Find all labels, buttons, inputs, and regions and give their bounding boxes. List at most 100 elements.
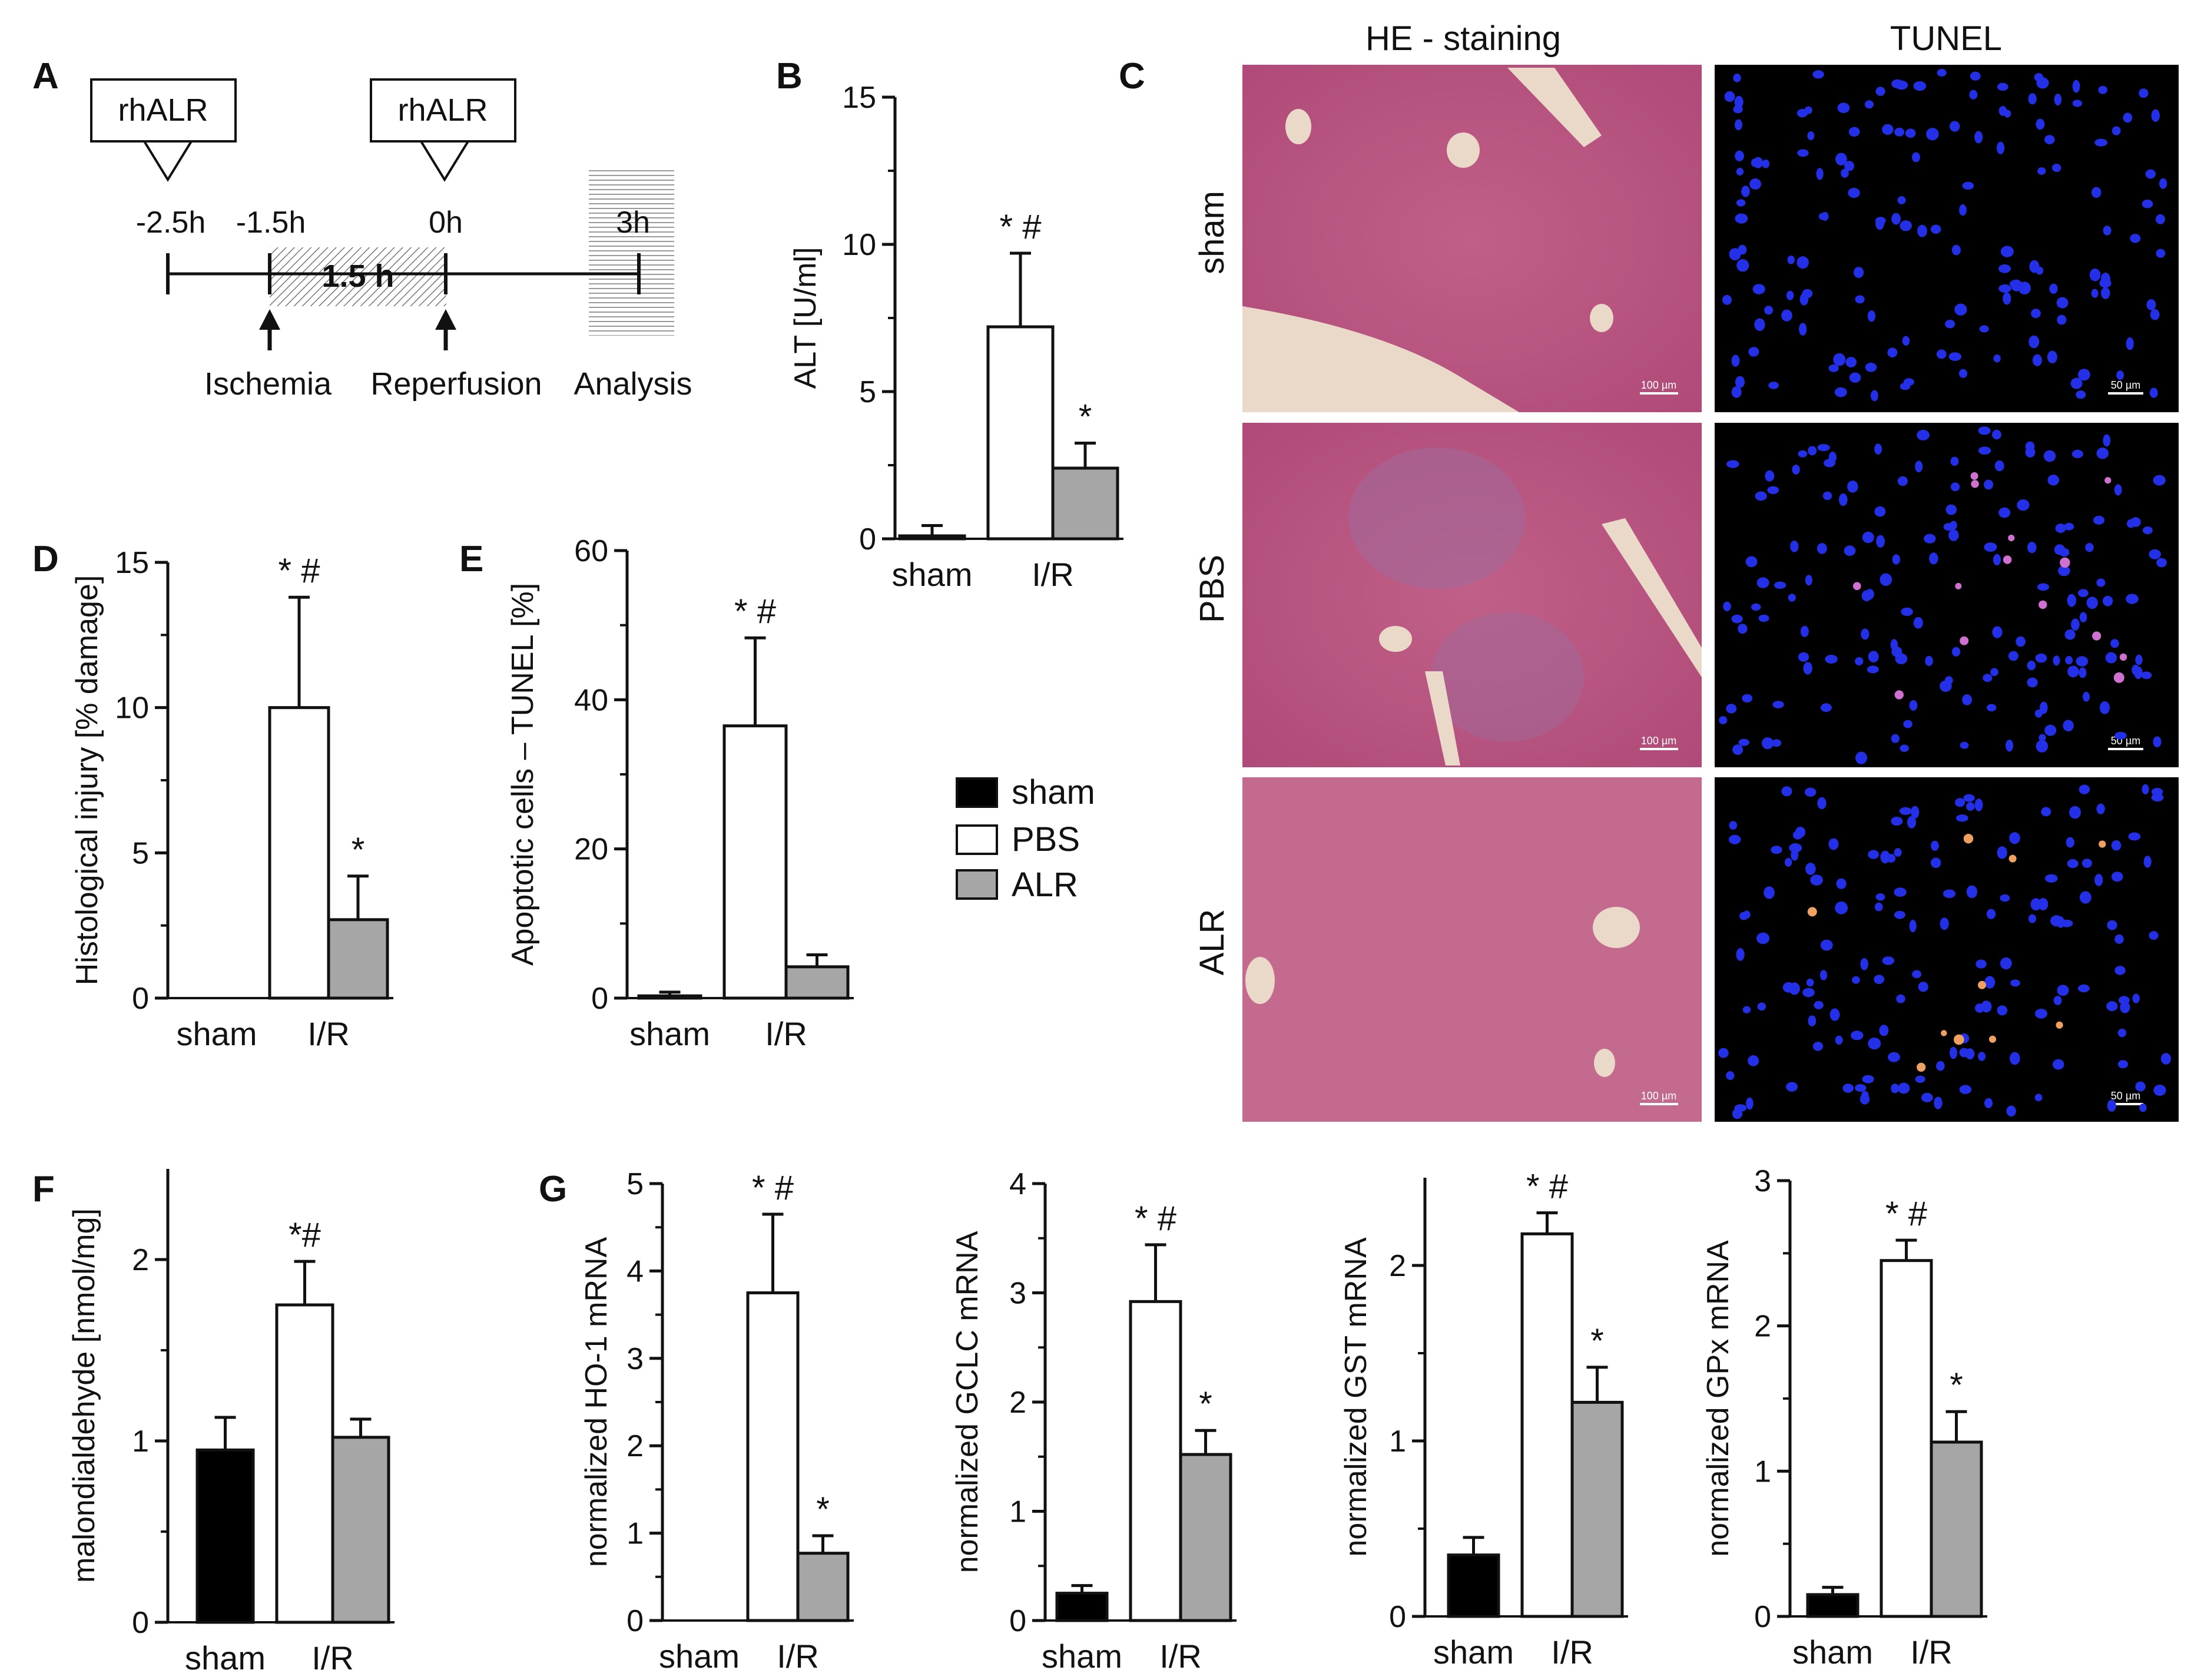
y-axis-label: Histological injury [% damage] xyxy=(70,575,104,986)
tunel-nucleus xyxy=(1774,581,1786,589)
bar-alr xyxy=(327,918,389,1000)
tunel-nucleus xyxy=(1798,450,1808,458)
panel-letter-c: C xyxy=(1119,56,1145,97)
tunel-nucleus xyxy=(2102,595,2113,607)
tunel-nucleus xyxy=(1891,647,1902,657)
tunel-nucleus xyxy=(1749,178,1762,190)
tunel-positive-cell xyxy=(2056,1021,2063,1029)
tunel-nucleus xyxy=(1855,657,1864,665)
x-category-label: I/R xyxy=(307,1015,350,1052)
tunel-nucleus xyxy=(1726,460,1739,468)
tunel-nucleus xyxy=(2040,701,2048,714)
tunel-nucleus xyxy=(1741,185,1750,197)
tunel-positive-cell xyxy=(1853,582,1861,591)
time-label-minus-1-5h: -1.5h xyxy=(236,206,306,240)
tunel-nucleus xyxy=(1806,978,1814,987)
tunel-nucleus xyxy=(1855,295,1865,304)
tunel-nucleus xyxy=(1835,1035,1843,1045)
tunel-nucleus xyxy=(2117,1028,2127,1038)
bar-alr xyxy=(1179,1453,1232,1622)
tunel-nucleus xyxy=(1934,1096,1943,1109)
tunel-nucleus xyxy=(1913,81,1927,91)
y-tick-label: 5 xyxy=(859,375,876,409)
reperfusion-arrow xyxy=(435,309,456,350)
tunel-nucleus xyxy=(1726,704,1737,714)
y-tick-label: 1 xyxy=(1389,1424,1406,1459)
tunel-nucleus xyxy=(2126,337,2134,350)
tunel-nucleus xyxy=(2067,594,2076,607)
tunel-positive-cell xyxy=(2038,600,2047,609)
tunel-nucleus xyxy=(2096,578,2106,587)
tunel-positive-cell xyxy=(2008,854,2017,863)
tunel-nucleus xyxy=(2064,629,2076,640)
tunel-nucleus xyxy=(1997,1005,2008,1016)
bar-sham xyxy=(1806,1593,1859,1618)
x-category-label: sham xyxy=(1433,1633,1514,1671)
tunel-nucleus xyxy=(1959,204,1967,216)
bar-sham xyxy=(1055,1592,1109,1622)
rhalr-arrow-2 xyxy=(419,140,470,182)
tunel-nucleus xyxy=(1755,491,1767,501)
tunel-nucleus xyxy=(2120,1001,2130,1013)
tunel-nucleus xyxy=(2110,639,2119,648)
tunel-image-alr: 50 µm xyxy=(1715,777,2179,1122)
tunel-nucleus xyxy=(1796,256,1809,269)
significance-label: *# xyxy=(289,1216,321,1254)
tunel-nucleus xyxy=(1986,909,1996,919)
tunel-nucleus xyxy=(1930,224,1941,234)
he-image-pbs: 100 µm xyxy=(1242,423,1702,767)
tunel-nucleus xyxy=(1839,493,1848,506)
tunel-nucleus xyxy=(1918,982,1928,992)
tunel-nucleus xyxy=(1734,95,1743,108)
tunel-nucleus xyxy=(1912,152,1920,163)
tunel-nucleus xyxy=(1874,443,1882,455)
x-category-label: I/R xyxy=(1159,1638,1202,1675)
tunel-nucleus xyxy=(1987,704,1997,712)
tunel-nucleus xyxy=(2072,100,2083,107)
tunel-nucleus xyxy=(1735,213,1748,224)
tunel-nucleus xyxy=(1752,284,1765,294)
row-label-pbs: PBS xyxy=(1193,555,1231,623)
tunel-nucleus xyxy=(1731,354,1740,367)
tunel-nucleus xyxy=(1844,161,1855,171)
tunel-nucleus xyxy=(2009,832,2020,844)
ischemia-duration-box xyxy=(270,247,446,306)
tunel-nucleus xyxy=(2053,996,2062,1005)
significance-label: * xyxy=(816,1490,830,1529)
y-tick-label: 5 xyxy=(132,836,149,870)
tunel-nucleus xyxy=(1833,353,1846,366)
tunel-nucleus xyxy=(1745,556,1758,568)
bar-alr xyxy=(331,1436,390,1624)
tunel-nucleus xyxy=(2072,79,2080,93)
tunel-nucleus xyxy=(2066,837,2074,848)
tunel-nucleus xyxy=(1876,535,1885,548)
tunel-nucleus xyxy=(1844,545,1856,556)
tunel-nucleus xyxy=(1902,336,1910,346)
tunel-nucleus xyxy=(2083,691,2090,702)
tunel-nucleus xyxy=(2139,1104,2147,1112)
tunel-nucleus xyxy=(1842,1083,1854,1093)
chart-d: 0 5 10 15 Histological injury [% damage] * # *… xyxy=(70,546,393,1052)
tunel-nucleus xyxy=(1848,188,1860,198)
tunel-nucleus xyxy=(1960,741,1969,749)
y-axis-label: malondialdehyde [nmol/mg] xyxy=(67,1208,101,1583)
tunel-nucleus xyxy=(2057,314,2067,325)
tunel-nucleus xyxy=(2031,309,2041,319)
tunel-nucleus xyxy=(1997,82,2008,91)
tunel-nucleus xyxy=(1732,744,1743,755)
y-tick-label: 0 xyxy=(1389,1600,1406,1634)
tunel-nucleus xyxy=(1836,878,1847,889)
tunel-nucleus xyxy=(1834,387,1847,397)
tunel-nucleus xyxy=(2071,449,2083,459)
bar-pbs xyxy=(1520,1232,1574,1618)
x-category-label: sham xyxy=(185,1639,266,1676)
tunel-nucleus xyxy=(2107,1099,2116,1112)
column-title-he: HE - staining xyxy=(1365,19,1561,58)
tunel-nucleus xyxy=(1897,476,1908,486)
tunel-nucleus xyxy=(2038,734,2046,741)
tunel-nucleus xyxy=(2035,1009,2047,1019)
legend-label-sham: sham xyxy=(1012,773,1095,811)
tunel-nucleus xyxy=(2069,806,2081,819)
rhalr-box-1 xyxy=(90,78,237,143)
tunel-nucleus xyxy=(1984,1098,1993,1108)
